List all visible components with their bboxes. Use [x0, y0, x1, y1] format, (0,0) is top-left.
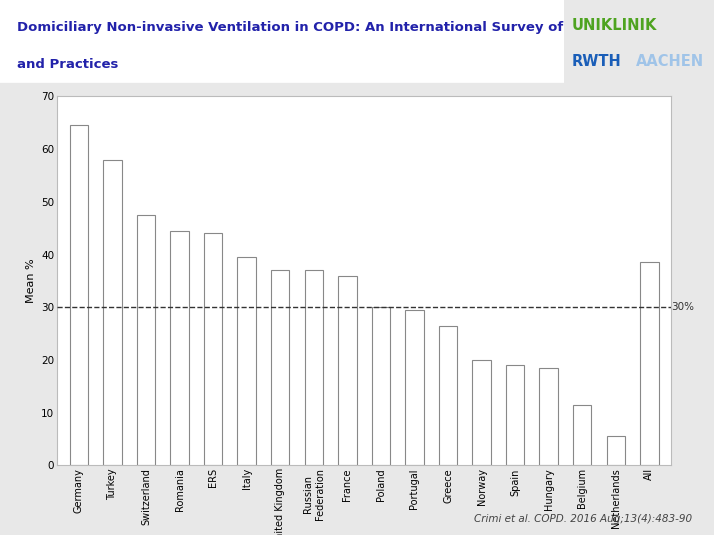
Text: Crimi et al. COPD. 2016 Aug;13(4):483-90: Crimi et al. COPD. 2016 Aug;13(4):483-90 — [475, 514, 693, 524]
Bar — [171, 231, 188, 465]
Bar — [540, 368, 558, 465]
Bar — [372, 307, 390, 465]
Bar — [70, 125, 88, 465]
Bar — [406, 310, 423, 465]
Bar — [204, 233, 222, 465]
Bar — [338, 276, 356, 465]
Bar — [640, 263, 658, 465]
Text: Domiciliary Non-invasive Ventilation in COPD: An International Survey of Indicat: Domiciliary Non-invasive Ventilation in … — [17, 21, 650, 34]
Bar — [238, 257, 256, 465]
Bar — [305, 270, 323, 465]
Bar — [271, 270, 289, 465]
Bar — [607, 437, 625, 465]
Text: and Practices: and Practices — [17, 58, 119, 71]
Text: 30%: 30% — [671, 302, 694, 312]
Bar — [104, 159, 121, 465]
Bar — [473, 360, 491, 465]
Bar — [137, 215, 155, 465]
Bar — [573, 405, 591, 465]
Bar — [439, 326, 457, 465]
Y-axis label: Mean %: Mean % — [26, 258, 36, 303]
Bar — [506, 365, 524, 465]
Text: AACHEN: AACHEN — [636, 54, 704, 69]
Text: UNIKLINIK: UNIKLINIK — [571, 18, 657, 33]
Text: RWTH: RWTH — [571, 54, 621, 69]
